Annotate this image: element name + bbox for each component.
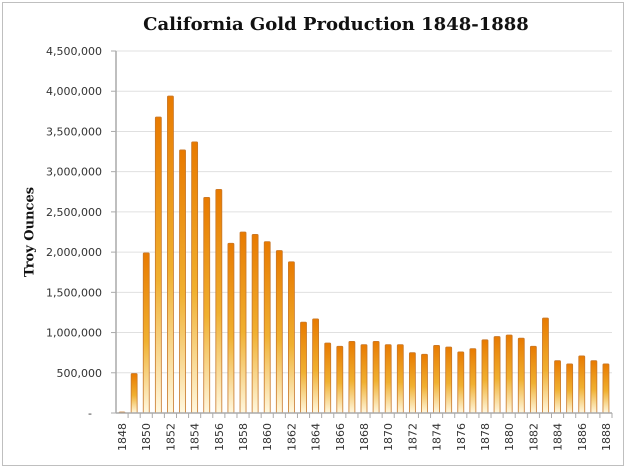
x-tick-label: 1868 [358, 423, 371, 451]
bar-1854 [191, 141, 199, 414]
x-tick-label: 1882 [527, 423, 540, 451]
y-tick-label: 1,500,000 [46, 286, 102, 299]
bar-1855 [203, 197, 211, 414]
x-tick-label: 1888 [600, 423, 613, 451]
bar-1880 [505, 334, 513, 414]
x-tick-label: 1854 [189, 423, 202, 451]
chart-title: California Gold Production 1848-1888 [143, 14, 529, 35]
x-tick-label: 1880 [503, 423, 516, 451]
bar-1885 [566, 363, 574, 414]
bar-1877 [469, 348, 477, 414]
bar-1849 [130, 373, 138, 414]
y-tick-label: 4,000,000 [46, 85, 102, 98]
x-tick-label: 1884 [552, 423, 565, 451]
x-tick-label: 1876 [455, 423, 468, 451]
x-tick-label: 1864 [310, 423, 323, 451]
x-tick-label: 1870 [382, 423, 395, 451]
bar-1863 [300, 321, 307, 414]
bar-1881 [517, 337, 525, 414]
bar-1866 [336, 345, 344, 414]
bar-1857 [227, 242, 235, 414]
y-tick-label: 3,000,000 [46, 166, 102, 179]
bar-1875 [445, 346, 453, 414]
x-tick-label: 1878 [479, 423, 492, 451]
x-tick-label: 1872 [406, 423, 419, 451]
bar-1859 [251, 234, 259, 414]
bar-1865 [324, 342, 332, 414]
x-tick-label: 1850 [140, 423, 153, 451]
x-tick-label: 1862 [285, 423, 298, 451]
y-tick-label: 2,500,000 [46, 206, 102, 219]
bar-1888 [602, 363, 610, 414]
x-tick-label: 1848 [116, 423, 129, 451]
bar-1882 [529, 345, 537, 414]
bar-1858 [239, 231, 247, 414]
x-tick-label: 1858 [237, 423, 250, 451]
bar-1887 [590, 360, 598, 414]
y-tick-label: 500,000 [57, 367, 103, 380]
bar-1883 [542, 317, 549, 414]
bar-1861 [275, 250, 283, 414]
y-tick-label: 3,500,000 [46, 125, 102, 138]
x-tick-label: 1866 [334, 423, 347, 451]
bar-1869 [372, 341, 380, 414]
bar-1886 [578, 355, 586, 414]
bar-1850 [142, 252, 150, 414]
bar-1871 [396, 344, 404, 414]
bar-1884 [554, 360, 561, 414]
y-tick-label: - [88, 407, 92, 420]
y-tick-label: 2,000,000 [46, 246, 102, 259]
bar-1856 [215, 188, 223, 414]
x-tick-label: 1856 [213, 423, 226, 451]
bar-1852 [167, 95, 174, 414]
bar-1876 [457, 351, 465, 414]
bar-1864 [312, 318, 320, 414]
x-tick-label: 1886 [576, 423, 589, 451]
bar-1851 [154, 116, 162, 414]
bar-1878 [481, 339, 489, 414]
bar-1860 [263, 241, 271, 414]
bar-1874 [433, 345, 440, 414]
bar-1870 [384, 344, 392, 414]
x-tick-label: 1852 [164, 423, 177, 451]
bar-1862 [288, 261, 295, 414]
y-tick-label: 1,000,000 [46, 327, 102, 340]
x-tick-label: 1874 [431, 423, 444, 451]
bar-1853 [179, 149, 186, 414]
bar-1868 [360, 344, 368, 414]
bar-1867 [348, 341, 356, 414]
bar-1872 [408, 352, 416, 414]
bar-1873 [421, 353, 428, 414]
y-tick-label: 4,500,000 [46, 45, 102, 58]
x-tick-label: 1860 [261, 423, 274, 451]
bar-1879 [493, 336, 501, 414]
